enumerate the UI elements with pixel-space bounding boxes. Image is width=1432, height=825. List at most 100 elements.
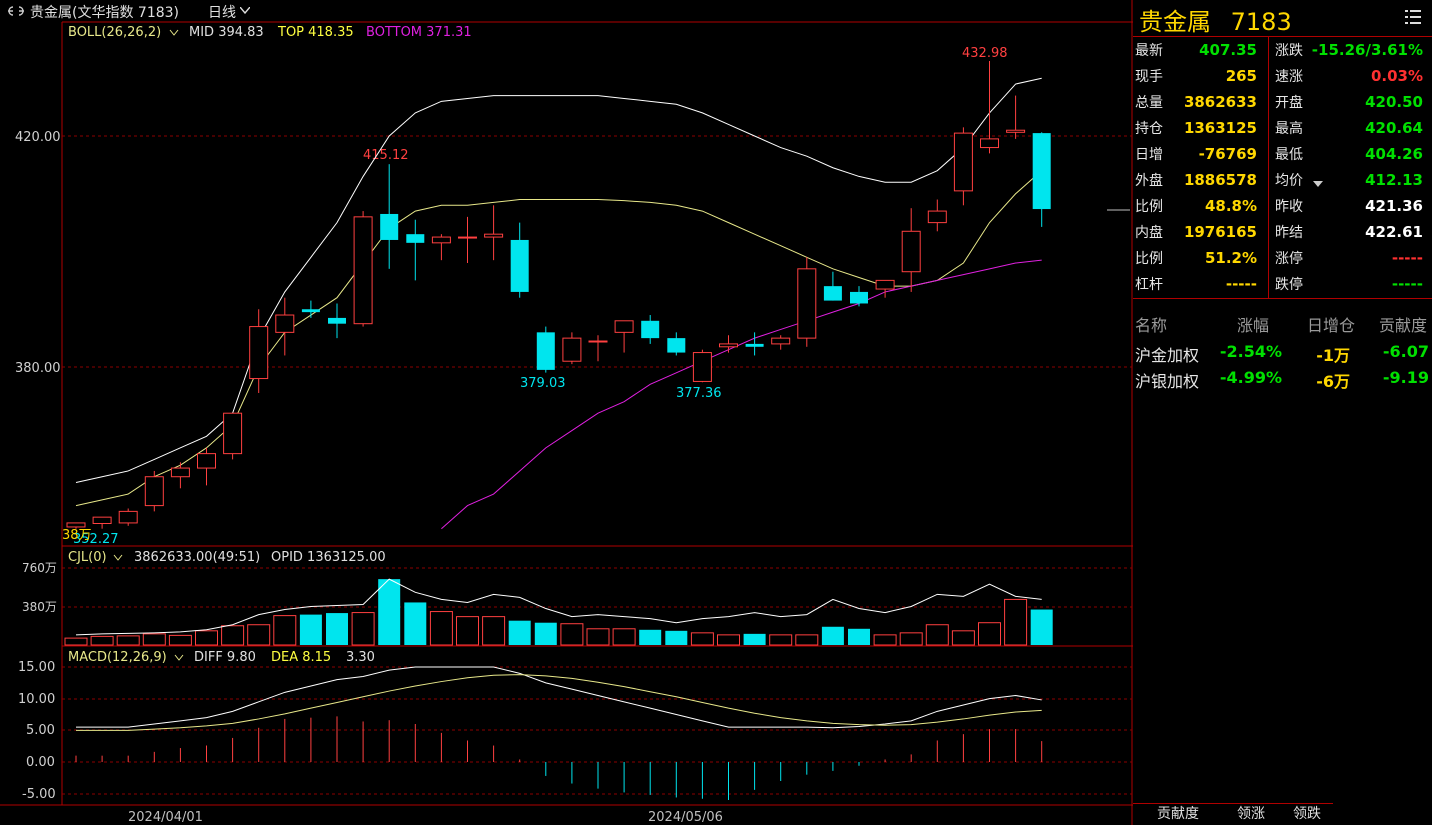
volume-bar [873,634,897,646]
quote-label: 持仓 [1135,121,1163,137]
volume-bar [1030,609,1053,645]
boll-name[interactable]: BOLL(26,26,2) [68,25,161,40]
candle [562,332,582,365]
vol-label-380: 380万 [22,600,57,614]
tab-2[interactable]: 领跌 [1293,806,1321,822]
candle [745,332,764,356]
macd-name[interactable]: MACD(12,26,9) [68,650,167,665]
quote-value: 1363125 [1183,119,1257,137]
quote-label: 杠杆 [1135,277,1163,293]
candle [197,447,216,486]
annot-high: 432.98 [962,46,1008,61]
volume-bar [168,634,192,646]
macd-label-0: 0.00 [26,755,55,770]
contrib-header-cell[interactable]: 贡献度 [1379,316,1428,335]
volume-bar [247,624,271,646]
contrib-name: 沪金加权 [1135,346,1200,365]
candle [328,303,346,339]
boll-mid-line [75,170,1043,507]
quote-value: 265 [1225,67,1257,85]
candle [719,335,738,353]
chevron-down-icon[interactable] [240,7,250,14]
volume-bar [378,579,401,645]
tab-1[interactable]: 领涨 [1237,806,1265,822]
quote-label: 内盘 [1135,225,1163,241]
opi-line [75,578,1042,636]
quote-label: 日增 [1135,147,1163,163]
quote-value: -15.26/3.61% [1311,41,1423,59]
macd-chevron-icon[interactable] [174,654,184,661]
candles [66,61,1051,529]
quote-label: 最高 [1275,121,1303,137]
volume-bar [1004,598,1028,646]
dropdown-arrow-icon[interactable] [1313,181,1323,187]
quote-label: 最低 [1275,147,1303,163]
volume-bar [404,602,427,645]
candle [275,297,295,356]
window-title: 贵金属(文华指数 7183) [30,5,180,21]
volume-bar [351,612,375,646]
candle [458,216,477,264]
volume-bar [534,622,557,645]
contrib-pct: -2.54% [1219,342,1282,361]
contrib-header-cell[interactable]: 日增仓 [1307,316,1356,335]
macd-label-15: 15.00 [18,660,55,675]
candle [406,219,425,281]
quote-label: 涨跌 [1275,43,1303,59]
candle [588,335,608,362]
volume-bar [951,630,975,646]
contrib-row[interactable]: 沪金加权 -2.54% -1万 -6.07 [1133,342,1432,366]
y-label-420: 420.00 [15,130,61,145]
contrib-header-cell[interactable]: 涨幅 [1237,316,1270,335]
contrib-row[interactable]: 沪银加权 -4.99% -6万 -9.19 [1133,368,1432,392]
macd-label-neg5: -5.00 [22,787,56,802]
boll-bottom-line [441,259,1042,530]
contrib-oi: -6万 [1316,372,1350,391]
quote-value: 404.26 [1365,145,1423,163]
vol-label-760: 760万 [22,561,57,575]
macd-plot [75,666,1043,800]
quote-value: 412.13 [1365,171,1423,189]
volume-bar [273,615,297,646]
cjl-name[interactable]: CJL(0) [68,550,107,565]
volume-bar [899,632,923,646]
volume-bar [665,630,688,645]
panel-divider-2 [1133,298,1432,299]
candle [144,470,164,512]
volume-bar [299,614,322,645]
volume-bar [482,616,506,646]
candle [170,462,190,489]
volume-bar [795,634,819,646]
volume-bar [717,634,740,646]
quote-value: -76769 [1198,145,1257,163]
quote-value: 407.35 [1199,41,1257,59]
tab-0[interactable]: 贡献度 [1157,806,1199,822]
kline-chart[interactable]: 420.00 380.00 760万 380万 15.00 10.00 5.00… [0,0,1133,825]
volume-bar [612,628,636,646]
candle [536,326,555,373]
menu-icon[interactable] [1404,7,1424,27]
quote-label: 均价 [1275,173,1303,189]
macd-diff-line [76,666,1042,729]
volume-bar [508,620,531,645]
candle [823,271,842,301]
quote-value: 420.64 [1365,119,1423,137]
macd-dea: DEA 8.15 [271,650,331,665]
quote-value: 420.50 [1365,93,1423,111]
link-icon[interactable] [6,4,26,18]
volume-bar [690,632,714,646]
period-selector[interactable]: 日线 [208,5,236,21]
boll-top-line [75,77,1042,483]
quote-value: 48.8% [1204,197,1257,215]
annot-peak: 415.12 [363,148,409,163]
quote-value: 3862633 [1183,93,1257,111]
annot-first-low: 352.27 [73,532,119,547]
quote-name: 贵金属 [1139,8,1211,36]
candle [771,335,791,350]
contrib-header-cell[interactable]: 名称 [1135,316,1168,335]
boll-chevron-icon[interactable] [169,29,179,36]
cjl-chevron-icon[interactable] [113,554,123,561]
candle [1032,132,1051,227]
annot-low2: 377.36 [676,386,722,401]
macd-value: 3.30 [346,650,375,665]
